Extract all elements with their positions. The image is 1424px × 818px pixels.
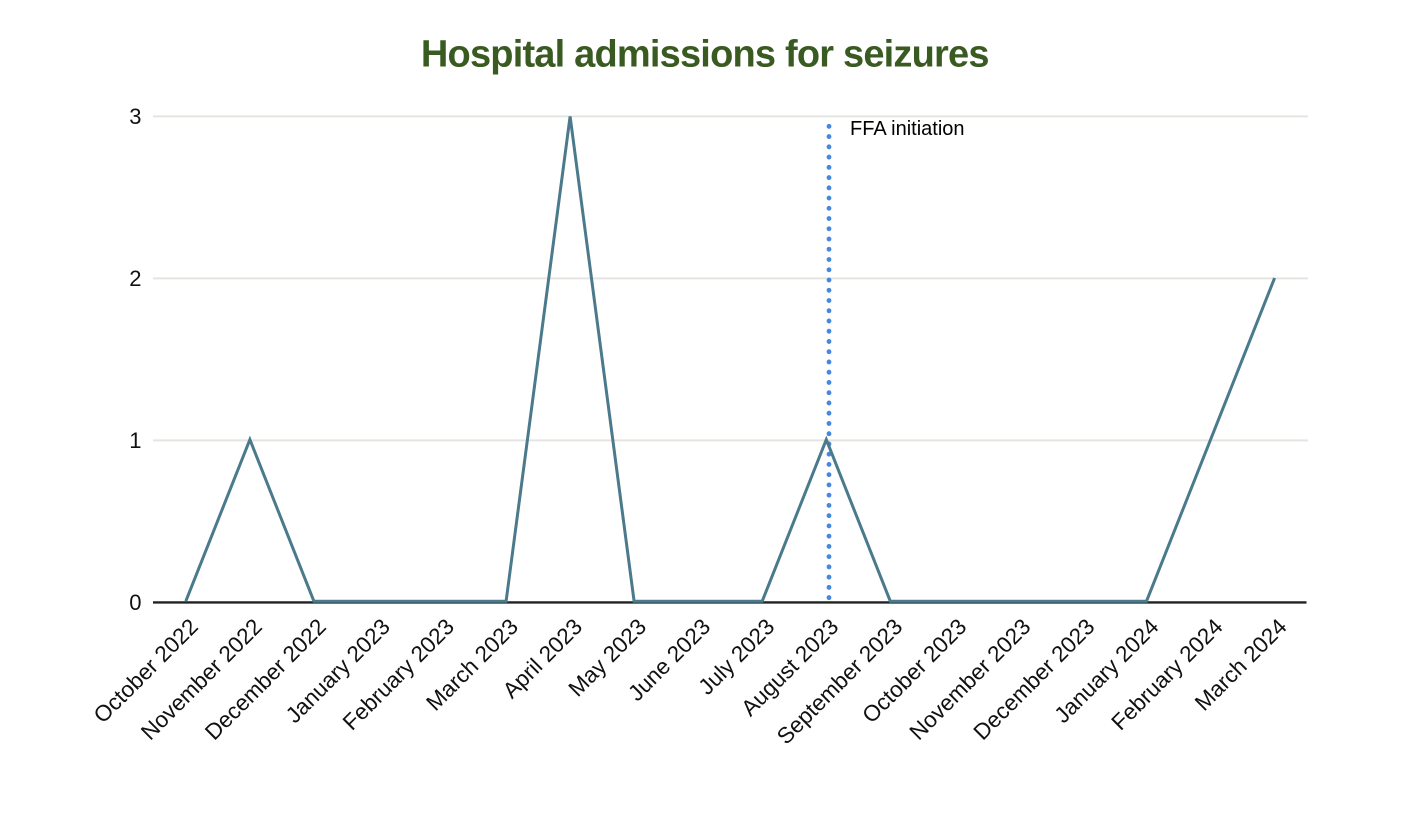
svg-text:3: 3 (129, 104, 141, 129)
svg-text:0: 0 (129, 590, 141, 615)
svg-text:2: 2 (129, 266, 141, 291)
svg-text:FFA initiation: FFA initiation (850, 118, 965, 140)
svg-text:Hospital admissions for seizur: Hospital admissions for seizures (421, 33, 989, 75)
svg-text:1: 1 (129, 428, 141, 453)
